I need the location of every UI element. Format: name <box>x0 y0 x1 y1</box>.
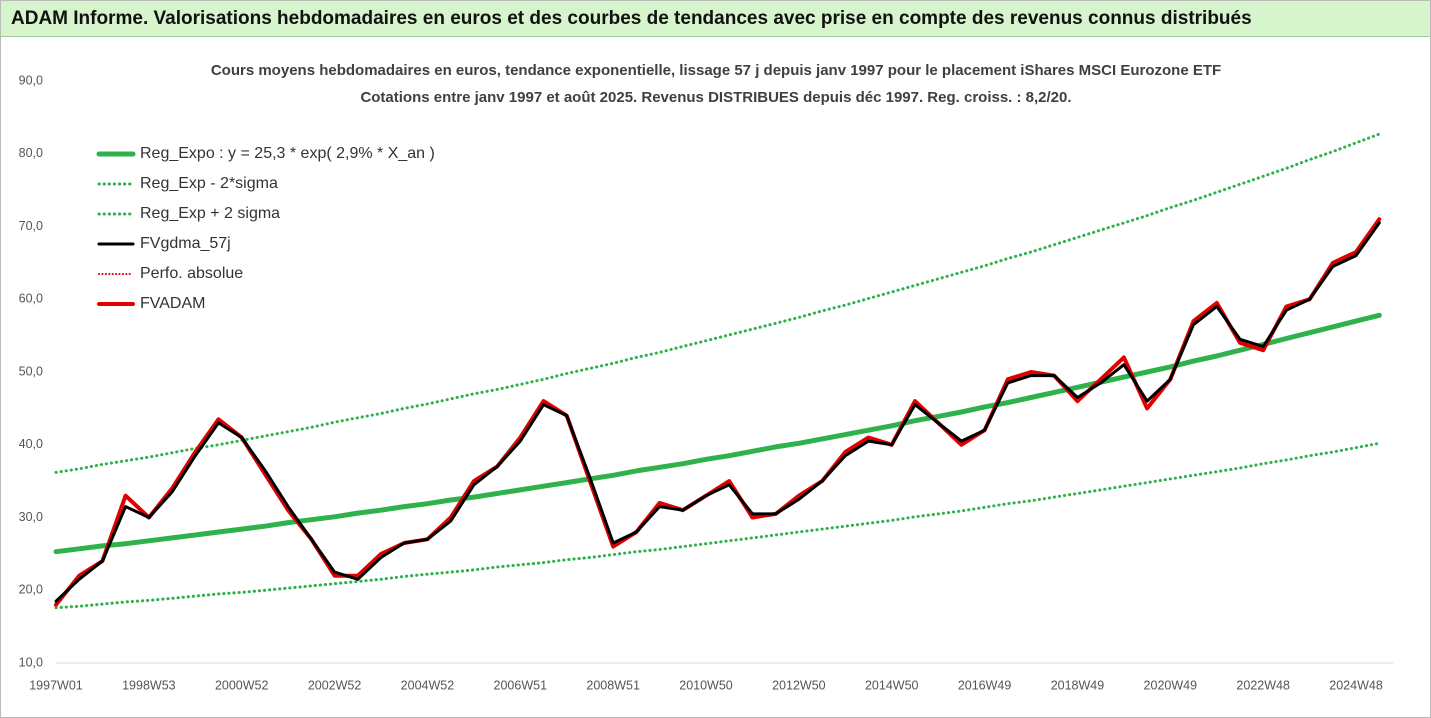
series-line <box>54 217 1382 607</box>
y-tick-label: 70,0 <box>19 219 43 233</box>
y-tick-label: 40,0 <box>19 437 43 451</box>
y-tick-label: 20,0 <box>19 583 43 597</box>
y-tick-label: 50,0 <box>19 364 43 378</box>
x-tick-label: 2020W49 <box>1144 678 1198 692</box>
x-tick-label: 1997W01 <box>29 678 83 692</box>
x-tick-label: 2014W50 <box>865 678 919 692</box>
x-tick-label: 2018W49 <box>1051 678 1105 692</box>
x-tick-label: 2004W52 <box>401 678 455 692</box>
y-tick-label: 80,0 <box>19 146 43 160</box>
x-tick-label: 2024W48 <box>1329 678 1383 692</box>
series-line <box>54 132 1381 474</box>
chart: Cours moyens hebdomadaires en euros, ten… <box>19 62 1393 692</box>
x-tick-label: 2008W51 <box>586 678 640 692</box>
y-tick-label: 30,0 <box>19 510 43 524</box>
y-tick-label: 90,0 <box>19 73 43 87</box>
series-line <box>55 218 1381 606</box>
x-tick-label: 2006W51 <box>494 678 548 692</box>
y-tick-label: 60,0 <box>19 292 43 306</box>
series-line <box>54 441 1381 610</box>
legend-label: FVgdma_57j <box>140 235 231 252</box>
legend-label: Perfo. absolue <box>140 265 243 282</box>
x-tick-label: 2012W50 <box>772 678 826 692</box>
chart-title: ADAM Informe. Valorisations hebdomadaire… <box>1 1 1430 37</box>
legend-label: Reg_Exp + 2 sigma <box>140 205 280 222</box>
legend-label: Reg_Expo : y = 25,3 * exp( 2,9% * X_an ) <box>140 145 435 162</box>
x-tick-label: 2022W48 <box>1236 678 1290 692</box>
series-line <box>54 221 1381 603</box>
x-tick-label: 2016W49 <box>958 678 1012 692</box>
legend-label: FVADAM <box>140 295 205 312</box>
x-tick-label: 2000W52 <box>215 678 269 692</box>
x-tick-label: 1998W53 <box>122 678 176 692</box>
legend-label: Reg_Exp - 2*sigma <box>140 175 278 192</box>
chart-subtitle: Cotations entre janv 1997 et août 2025. … <box>360 89 1071 106</box>
x-tick-label: 2010W50 <box>679 678 733 692</box>
y-tick-label: 10,0 <box>19 655 43 669</box>
x-tick-label: 2002W52 <box>308 678 362 692</box>
series-line <box>53 312 1382 555</box>
chart-subtitle: Cours moyens hebdomadaires en euros, ten… <box>211 62 1221 79</box>
